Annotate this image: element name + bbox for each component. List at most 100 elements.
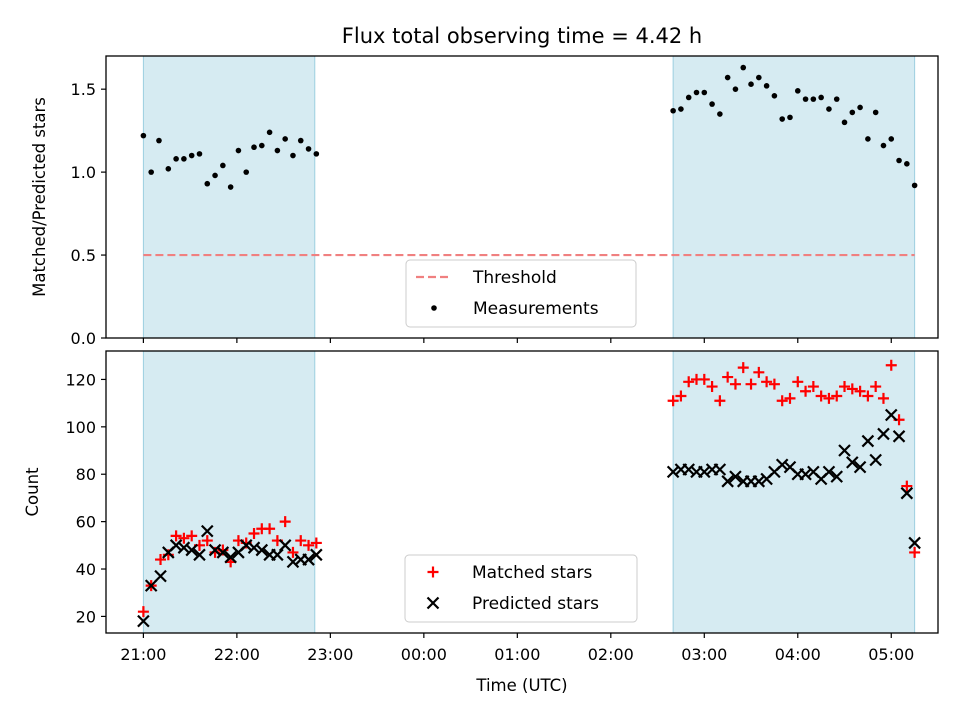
measurement-point bbox=[732, 86, 739, 92]
predicted-star-point bbox=[239, 539, 253, 552]
bottom-frame bbox=[105, 350, 939, 634]
matched-star-point bbox=[706, 381, 718, 393]
bottom-series-0 bbox=[137, 359, 921, 618]
measurement-point bbox=[849, 109, 856, 116]
measurement-point bbox=[204, 180, 211, 187]
predicted-star-point bbox=[177, 541, 191, 554]
measurement-point bbox=[156, 137, 162, 144]
matched-star-point bbox=[807, 381, 819, 393]
matched-star-point bbox=[295, 535, 307, 547]
predicted-star-point bbox=[216, 546, 230, 559]
bottom-x-tick-label: 21:00 bbox=[120, 645, 166, 664]
measurement-point bbox=[701, 89, 708, 96]
measurement-point bbox=[748, 81, 754, 87]
matched-star-point bbox=[310, 537, 322, 549]
matched-star-point bbox=[901, 480, 913, 492]
bottom-observing-window-1 bbox=[672, 350, 916, 634]
bottom-y-tick-label: 20 bbox=[76, 607, 96, 626]
matched-star-point bbox=[815, 390, 827, 402]
matched-star-point bbox=[862, 390, 874, 402]
matched-star-point bbox=[870, 381, 882, 393]
bottom-x-tick-label: 00:00 bbox=[401, 645, 447, 664]
measurement-point bbox=[259, 142, 265, 149]
top-series-0 bbox=[140, 64, 918, 190]
predicted-star-point bbox=[286, 555, 300, 569]
top-y-axis-label: Matched/Predicted stars bbox=[30, 97, 49, 297]
measurement-point bbox=[787, 114, 793, 121]
bottom-x-tick-label: 22:00 bbox=[214, 645, 260, 664]
bottom-x-tick-label: 04:00 bbox=[775, 645, 821, 664]
bottom-x-tick-label: 05:00 bbox=[868, 645, 914, 664]
bottom-x-tick-label: 02:00 bbox=[588, 645, 634, 664]
measurement-point bbox=[880, 142, 887, 149]
measurement-point bbox=[212, 172, 218, 179]
measurement-point bbox=[282, 136, 288, 142]
predicted-star-point bbox=[869, 453, 882, 467]
matched-star-point bbox=[877, 392, 889, 404]
measurement-point bbox=[188, 152, 195, 159]
predicted-star-point bbox=[271, 548, 284, 562]
predicted-star-point bbox=[137, 614, 150, 628]
measurement-point bbox=[227, 184, 234, 190]
predicted-star-point bbox=[775, 458, 789, 472]
chart-title: Flux total observing time = 4.42 h bbox=[342, 24, 702, 48]
matched-star-point bbox=[178, 532, 190, 544]
measurement-point bbox=[740, 64, 747, 71]
matched-star-point bbox=[683, 376, 695, 388]
bottom-legend-label: Predicted stars bbox=[472, 594, 599, 614]
predicted-star-point bbox=[838, 444, 851, 457]
matched-star-point bbox=[714, 395, 726, 407]
top-y-tick-label: 1.5 bbox=[71, 80, 96, 99]
matched-star-point bbox=[248, 527, 260, 539]
predicted-star-point bbox=[200, 524, 214, 538]
matched-star-point bbox=[737, 362, 749, 374]
measurement-point bbox=[181, 156, 187, 162]
predicted-star-point bbox=[729, 470, 742, 483]
measurement-point bbox=[305, 146, 312, 152]
bottom-x-tick-label: 23:00 bbox=[307, 645, 353, 664]
measurement-point bbox=[810, 96, 817, 102]
predicted-star-point bbox=[185, 543, 198, 557]
bottom-x-tick-label: 03:00 bbox=[681, 645, 727, 664]
predicted-star-point bbox=[752, 475, 766, 488]
measurement-point bbox=[196, 151, 203, 157]
matched-star-point bbox=[264, 523, 276, 535]
predicted-star-point bbox=[846, 456, 859, 469]
predicted-star-point bbox=[302, 553, 315, 566]
predicted-star-point bbox=[224, 550, 237, 564]
predicted-star-point bbox=[900, 486, 914, 500]
count-panel: 20 40 60 80 100 120 21:00 22:00 23:00 00:00 01:00 0… bbox=[65, 350, 939, 664]
measurement-point bbox=[826, 106, 832, 112]
ratio-panel: 0.0 0.5 1.0 1.5 Threshold Measurements bbox=[71, 55, 939, 348]
predicted-star-point bbox=[892, 430, 906, 443]
predicted-star-point bbox=[830, 470, 844, 483]
bottom-y-tick-label: 120 bbox=[65, 370, 96, 389]
measurement-point bbox=[911, 182, 918, 189]
measurement-point bbox=[888, 136, 895, 142]
predicted-star-point bbox=[310, 548, 323, 562]
measurement-point bbox=[756, 74, 762, 81]
matched-star-point bbox=[137, 606, 149, 618]
top-legend-measurement-swatch bbox=[431, 305, 437, 311]
matched-star-point bbox=[287, 546, 299, 558]
measurement-point bbox=[841, 119, 848, 126]
predicted-star-point bbox=[698, 465, 711, 479]
measurement-point bbox=[779, 116, 785, 122]
predicted-star-point bbox=[278, 539, 292, 552]
matched-star-point bbox=[768, 378, 780, 390]
predicted-star-point bbox=[682, 463, 695, 476]
measurement-point bbox=[266, 129, 273, 136]
measurement-point bbox=[833, 96, 840, 102]
matched-star-point bbox=[846, 383, 858, 395]
predicted-star-point bbox=[877, 427, 890, 441]
measurement-point bbox=[693, 89, 700, 96]
predicted-star-point bbox=[208, 543, 222, 557]
predicted-star-point bbox=[144, 579, 158, 592]
bottom-observing-window-0 bbox=[142, 350, 316, 634]
measurement-point bbox=[685, 94, 692, 101]
matched-star-point bbox=[854, 385, 866, 397]
top-legend-box bbox=[405, 259, 637, 328]
measurement-point bbox=[709, 101, 715, 107]
measurement-point bbox=[818, 94, 824, 101]
